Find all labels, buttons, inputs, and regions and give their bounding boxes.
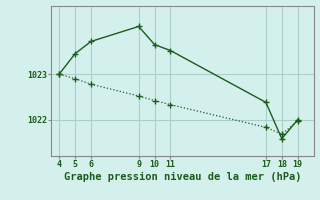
X-axis label: Graphe pression niveau de la mer (hPa): Graphe pression niveau de la mer (hPa) — [64, 172, 301, 182]
